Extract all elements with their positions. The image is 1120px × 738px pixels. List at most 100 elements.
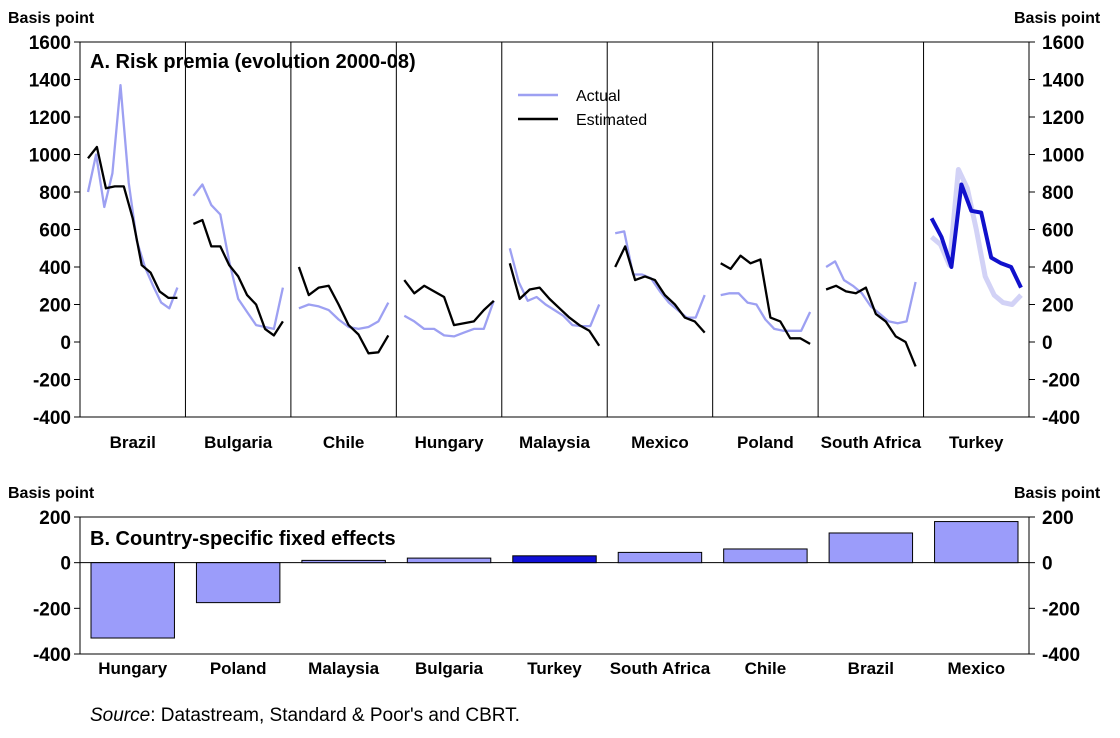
panel-a-right-tick-label: 600 [1042,221,1074,242]
figure: Basis point Basis point 1600 1600 1400 1400… [8,10,1101,678]
panel-a-right-axis-unit: Basis point [1014,10,1101,27]
actual-line-south-africa [825,260,917,325]
panel-a-left-tick-label: 1200 [29,108,71,129]
panel-a-left-tick-label: 0 [60,333,71,354]
panel-a-left-tick-label: 1000 [29,146,71,167]
panel-a-right-tick-label: -400 [1042,408,1080,429]
fixed-effects-chart: Basis point Basis point 200 200 0 0 -200 -200… [8,485,1101,678]
panel-a-right-tick-label: 400 [1042,258,1074,279]
panel-a-grid [184,42,925,417]
panel-b-bars [80,521,1029,639]
panel-a-left-axis-unit: Basis point [8,10,95,27]
actual-line-malaysia [508,248,601,328]
panel-b-right-tick-label: -400 [1042,645,1080,666]
category-label-poland: Poland [210,659,267,678]
estimated-line-bulgaria [192,218,284,337]
panel-a-series [86,83,1023,367]
category-label-malaysia: Malaysia [308,659,379,678]
panel-a-left-tick-label: 400 [39,258,71,279]
panel-a-left-tick-label: -200 [33,371,71,392]
panel-a-right-tick-label: 200 [1042,296,1074,317]
panel-a-left-tick-label: 200 [39,296,71,317]
estimated-line-hungary [403,279,495,327]
legend-estimated-label: Estimated [576,112,647,129]
country-label-south-africa: South Africa [821,433,922,452]
category-label-south-africa: South Africa [610,659,711,678]
country-panel-south-africa [825,260,917,367]
actual-line-turkey [929,167,1023,307]
country-label-chile: Chile [323,433,365,452]
source-label: Source [90,705,151,726]
bar-south-africa [617,551,703,564]
bar-chile [723,548,808,564]
legend-actual-label: Actual [576,88,620,105]
category-label-brazil: Brazil [848,659,894,678]
panel-a-ticks: 1600 1600 1400 1400 1200 1200 1000 1000 800 800 60… [29,33,1085,429]
panel-b-category-labels: Hungary Poland Malaysia Bulgaria Turkey South… [98,659,1005,678]
panel-b-left-tick-label: 0 [60,554,71,575]
bar-bulgaria [406,557,492,564]
panel-a-right-tick-label: 0 [1042,333,1053,354]
panel-b-ticks: 200 200 0 0 -200 -200 -400 -400 [33,508,1080,666]
actual-line-brazil [86,83,179,310]
panel-a-left-tick-label: 1400 [29,71,71,92]
country-label-hungary: Hungary [415,433,485,452]
country-panel-mexico [614,230,706,334]
country-panel-hungary [403,279,495,338]
panel-b-left-tick-label: -200 [33,599,71,620]
panel-a-frame [79,41,1030,418]
estimated-line-poland [720,254,811,345]
estimated-line-turkey [929,182,1023,289]
country-label-brazil: Brazil [110,433,156,452]
panel-a-country-labels: Brazil Bulgaria Chile Hungary Malaysia Mexico… [110,433,1004,452]
actual-line-bulgaria [192,183,285,331]
category-label-turkey: Turkey [527,659,582,678]
panel-b-title: B. Country-specific fixed effects [90,528,396,550]
country-label-bulgaria: Bulgaria [204,433,273,452]
estimated-line-mexico [614,245,706,334]
country-panel-malaysia [508,248,601,347]
panel-a-right-tick-label: 1000 [1042,146,1084,167]
country-label-turkey: Turkey [949,433,1004,452]
country-label-malaysia: Malaysia [519,433,590,452]
panel-a-right-tick-label: 1200 [1042,108,1084,129]
panel-b-right-axis-unit: Basis point [1014,485,1101,502]
category-label-mexico: Mexico [947,659,1005,678]
bar-poland [195,562,281,604]
estimated-line-brazil [87,145,178,300]
panel-a-right-tick-label: -200 [1042,371,1080,392]
panel-b-left-tick-label: -400 [33,645,71,666]
panel-a-left-tick-label: 800 [39,183,71,204]
estimated-line-malaysia [508,262,601,347]
actual-line-mexico [614,230,706,319]
country-panel-turkey [929,167,1023,307]
country-label-poland: Poland [737,433,794,452]
panel-a-right-tick-label: 1600 [1042,33,1084,54]
category-label-bulgaria: Bulgaria [415,659,484,678]
actual-line-poland [720,292,812,332]
category-label-hungary: Hungary [98,659,168,678]
category-label-chile: Chile [745,659,787,678]
source-note: Source: Datastream, Standard & Poor's an… [90,705,520,727]
actual-line-chile [298,302,390,331]
panel-b-right-tick-label: 200 [1042,508,1074,529]
panel-a-left-tick-label: -400 [33,408,71,429]
country-panel-poland [720,254,812,345]
bar-hungary [90,562,175,639]
panel-a-left-tick-label: 1600 [29,33,71,54]
bar-brazil [828,532,914,564]
country-panel-chile [297,266,390,355]
actual-line-hungary [403,300,495,338]
panel-a-right-tick-label: 800 [1042,183,1074,204]
panel-a-title: A. Risk premia (evolution 2000-08) [90,51,416,73]
estimated-line-chile [297,266,390,355]
bar-mexico [934,521,1019,564]
country-panel-brazil [86,83,179,310]
bar-malaysia [301,559,386,564]
panel-a-left-tick-label: 600 [39,221,71,242]
panel-b-left-axis-unit: Basis point [8,485,95,502]
bar-turkey [512,555,597,564]
source-text: : Datastream, Standard & Poor's and CBRT… [150,705,520,726]
risk-premia-chart: Basis point Basis point 1600 1600 1400 1400… [8,10,1101,452]
panel-a-right-tick-label: 1400 [1042,71,1084,92]
